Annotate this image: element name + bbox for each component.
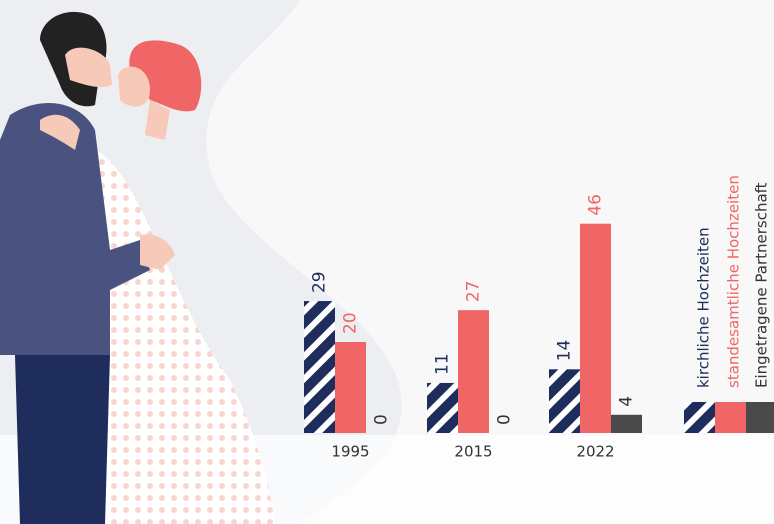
bar <box>458 310 489 433</box>
x-tick-label: 2022 <box>576 443 614 461</box>
bar <box>427 383 458 433</box>
value-label: 0 <box>372 414 392 425</box>
legend-label: Eingetragene Partnerschaft <box>753 182 771 388</box>
value-label: 11 <box>433 353 453 375</box>
x-tick-label: 2015 <box>454 443 492 461</box>
legend-swatch <box>715 402 746 433</box>
bar <box>335 342 366 433</box>
value-label: 46 <box>586 194 606 216</box>
value-label: 29 <box>310 271 330 293</box>
value-label: 27 <box>464 281 484 303</box>
value-label: 14 <box>555 340 575 362</box>
bar <box>611 415 642 433</box>
legend-label: kirchliche Hochzeiten <box>695 227 713 388</box>
legend-label: standesamtliche Hochzeiten <box>725 175 743 388</box>
value-label: 4 <box>617 396 637 407</box>
value-label: 0 <box>495 414 515 425</box>
legend-swatch <box>684 402 715 433</box>
chart: kirchliche Hochzeiten standesamtliche Ho… <box>0 0 774 524</box>
x-tick-label: 1995 <box>331 443 369 461</box>
value-label: 20 <box>341 312 361 334</box>
bar <box>549 369 580 433</box>
legend-swatch <box>746 402 774 433</box>
bar <box>304 301 335 433</box>
bar <box>580 224 611 433</box>
